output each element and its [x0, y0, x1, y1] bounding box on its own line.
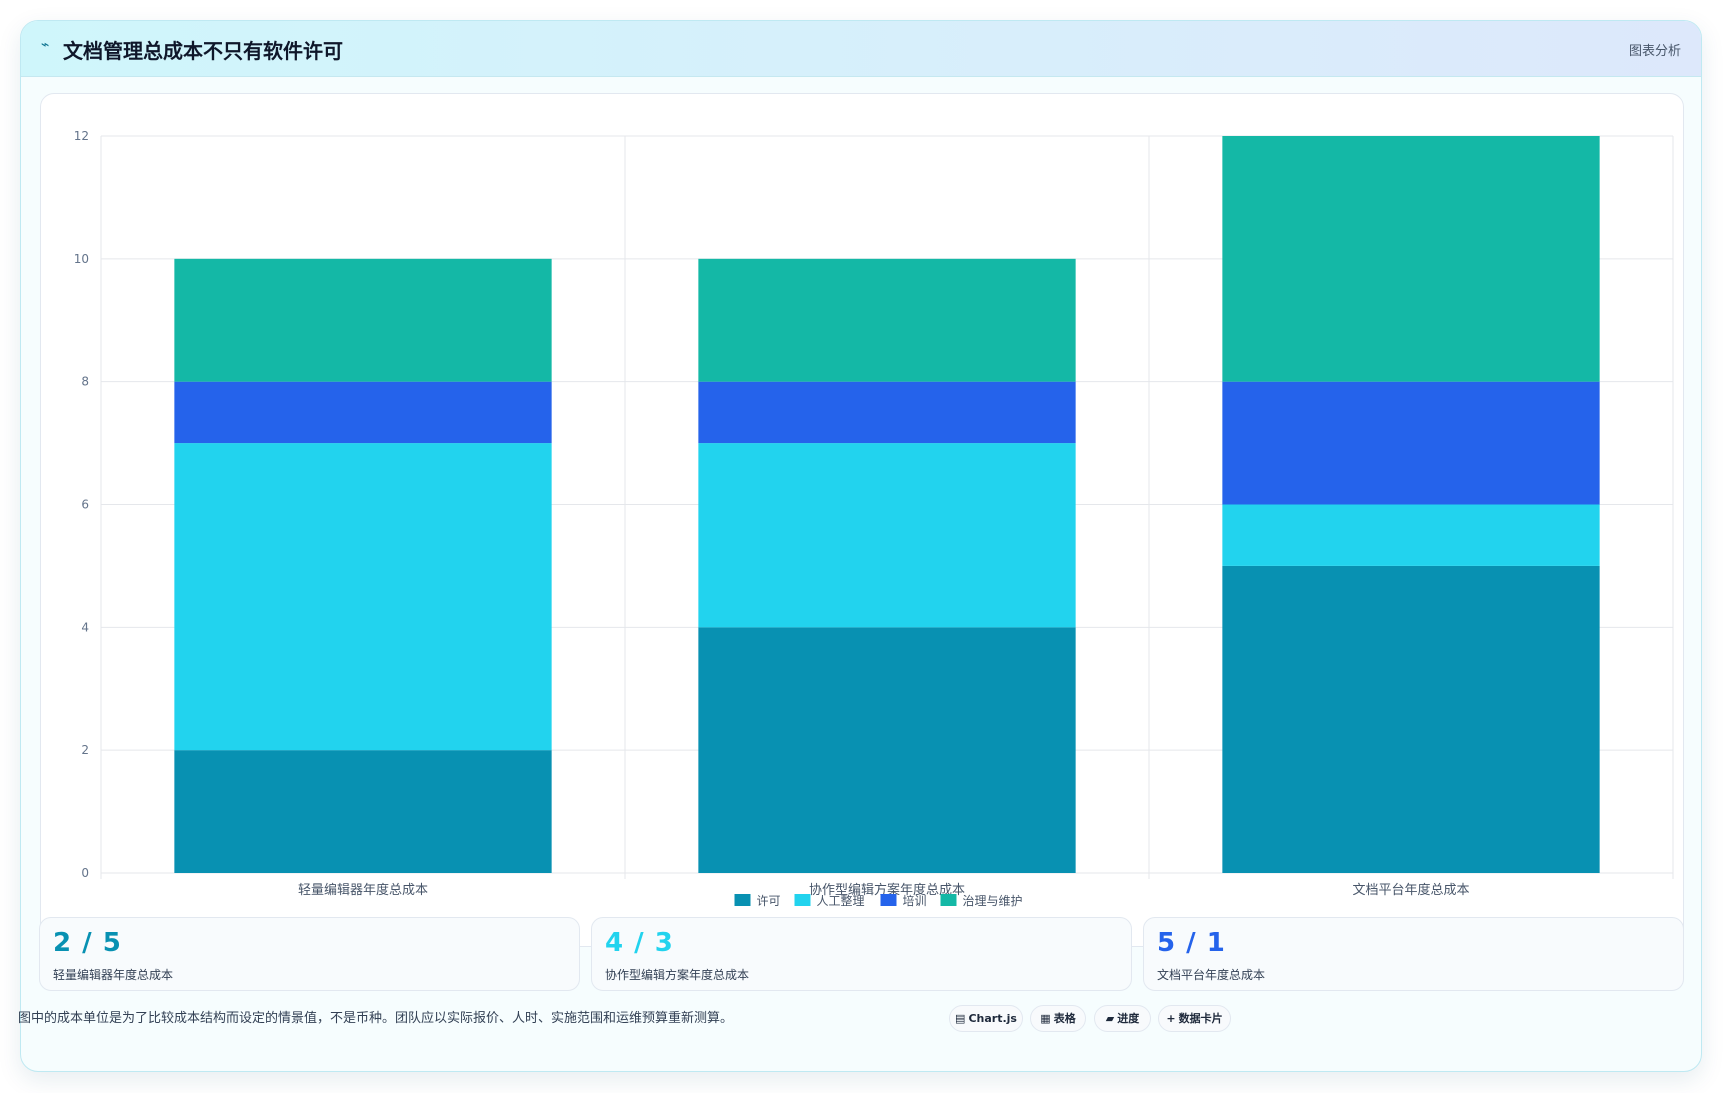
card-title: 文档管理总成本不只有软件许可: [63, 39, 343, 63]
legend-label: 许可: [757, 894, 781, 908]
table-button[interactable]: ▦ 表格: [1030, 1005, 1086, 1032]
stat-value: 2 / 5: [53, 928, 122, 958]
table-label: 表格: [1053, 1012, 1076, 1025]
x-tick-label: 协作型编辑方案年度总成本: [809, 882, 965, 898]
legend-swatch: [940, 894, 957, 906]
y-tick-label: 10: [74, 252, 89, 266]
bar-segment: [698, 443, 1076, 628]
legend-swatch: [880, 894, 897, 906]
y-tick-label: 0: [81, 866, 89, 880]
bar-segment: [174, 381, 552, 444]
bar-segment: [174, 750, 552, 873]
bar-segment: [1222, 565, 1600, 873]
y-tick-label: 12: [74, 129, 89, 143]
y-tick-label: 8: [81, 375, 89, 389]
stat-value: 5 / 1: [1157, 928, 1226, 958]
card-header: ⌁ 文档管理总成本不只有软件许可 图表分析: [21, 21, 1701, 77]
legend-swatch: [794, 894, 811, 906]
stacked-bar-chart: 0 2 4 6 8 10 12 轻量编辑器年度总成本 协作型编辑方案年度总成本 文档平台年度总成本…: [74, 129, 1674, 908]
stat-label: 协作型编辑方案年度总成本: [605, 968, 750, 982]
bar-segment: [698, 627, 1076, 873]
x-tick-label: 文档平台年度总成本: [1352, 882, 1469, 898]
stat-value: 4 / 3: [605, 928, 674, 958]
bar-segment: [698, 381, 1076, 444]
bar-segment: [174, 443, 552, 751]
stat-label: 轻量编辑器年度总成本: [53, 968, 174, 982]
legend-label: 培训: [903, 893, 927, 908]
bar-segment: [1222, 136, 1600, 382]
x-tick-label: 轻量编辑器年度总成本: [298, 882, 428, 898]
bar-segment: [1222, 504, 1600, 566]
chart-container: 0 2 4 6 8 10 12 轻量编辑器年度总成本 协作型编辑方案年度总成本 文档平台年度总成本…: [40, 93, 1684, 947]
plus-icon: +: [1166, 1012, 1176, 1025]
stat-card-collab-editor: 4 / 3 协作型编辑方案年度总成本: [591, 917, 1132, 991]
legend-swatch: [734, 894, 751, 906]
stat-card-light-editor: 2 / 5 轻量编辑器年度总成本: [39, 917, 580, 991]
stat-card-doc-platform: 5 / 1 文档平台年度总成本: [1143, 917, 1684, 991]
bar-segment: [1222, 381, 1600, 505]
chartjs-button[interactable]: ▤ Chart.js: [949, 1005, 1023, 1032]
table-icon: ▦: [1040, 1012, 1051, 1025]
y-tick-label: 4: [81, 620, 89, 634]
chart-icon: ▤: [955, 1012, 966, 1025]
analysis-tag[interactable]: 图表分析: [1628, 44, 1681, 59]
data-card-label: 数据卡片: [1178, 1012, 1223, 1025]
footnote: 图中的成本单位是为了比较成本结构而设定的情景值，不是币种。团队应以实际报价、人时…: [18, 1011, 734, 1026]
chartjs-label: Chart.js: [968, 1012, 1017, 1025]
legend-label: 治理与维护: [963, 894, 1023, 908]
y-tick-label: 6: [81, 498, 89, 512]
bar-segment: [698, 258, 1076, 382]
legend-label: 人工整理: [817, 893, 865, 908]
progress-label: 进度: [1117, 1012, 1140, 1025]
bar-segment: [174, 258, 552, 382]
data-card-button[interactable]: + 数据卡片: [1158, 1005, 1231, 1032]
chart-card: ⌁ 文档管理总成本不只有软件许可 图表分析 0 2 4 6 8 10 12 轻量编辑器年度总成…: [20, 20, 1702, 1072]
progress-icon: ▰: [1105, 1012, 1115, 1025]
progress-button[interactable]: ▰ 进度: [1094, 1005, 1151, 1032]
y-tick-label: 2: [81, 743, 89, 757]
trend-icon: ⌁: [41, 37, 50, 53]
stat-label: 文档平台年度总成本: [1157, 968, 1266, 982]
